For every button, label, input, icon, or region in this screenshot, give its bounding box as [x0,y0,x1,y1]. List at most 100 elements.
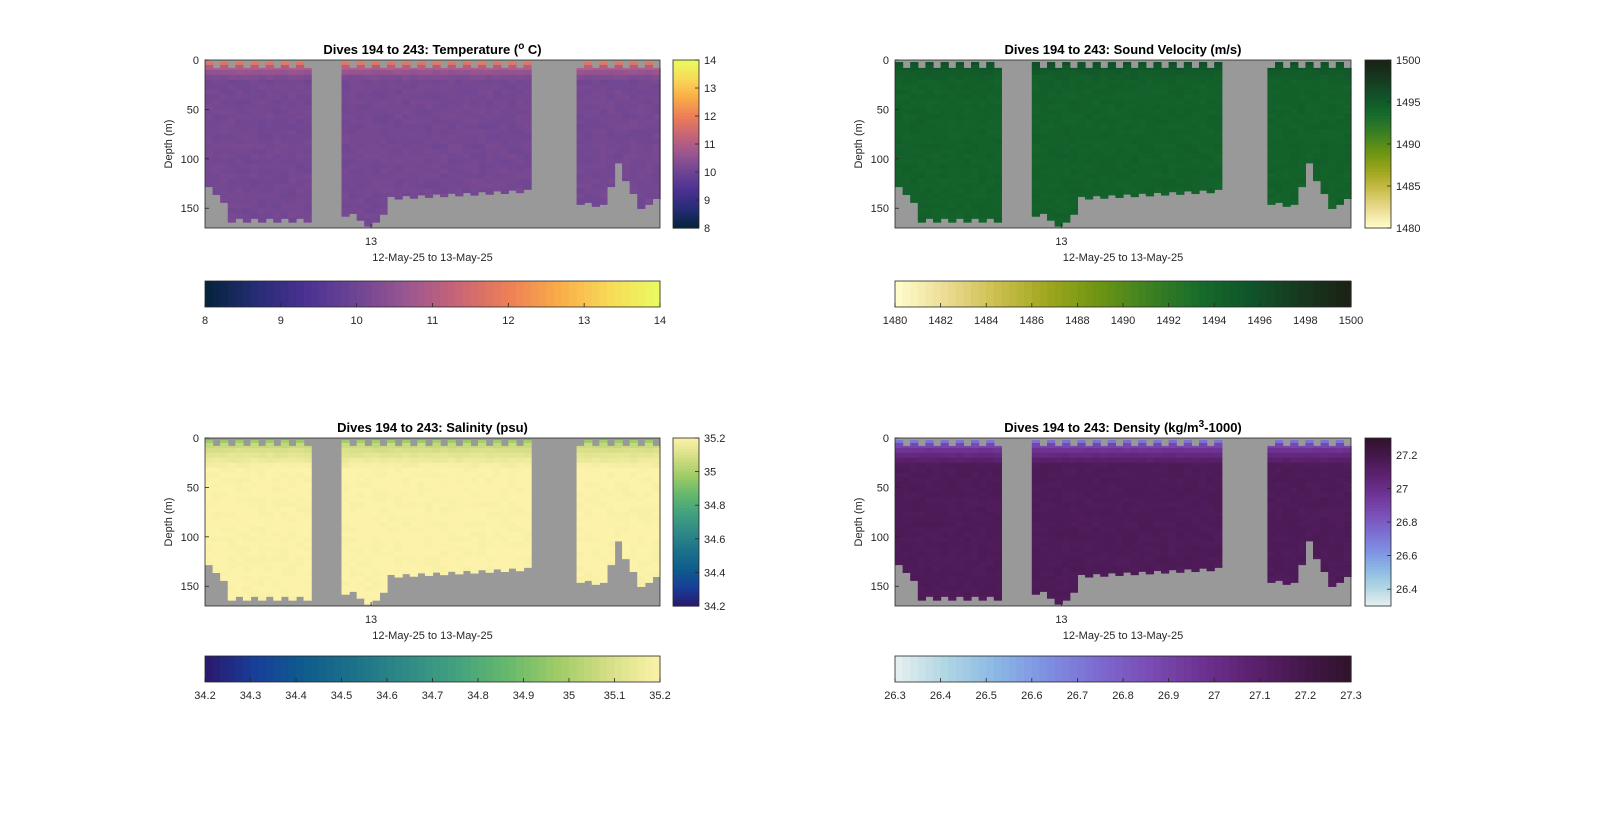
heatmap-cell [205,482,214,489]
colorbar-tick-label: 35 [704,467,716,479]
heatmap-cell [212,517,221,523]
heatmap-cell [235,536,244,543]
heatmap-cell [212,158,221,165]
heatmap-cell [341,193,350,199]
heatmap-cell [462,512,472,518]
heatmap-cell [288,507,297,513]
heatmap-cell [1100,84,1109,91]
heatmap-cell [940,203,949,209]
colorbar-segment [569,656,578,682]
heatmap-cell [910,61,919,66]
colorbar-segment [1335,281,1344,307]
heatmap-cell [1092,61,1101,66]
heatmap-cell [614,139,623,145]
heatmap-cell [971,153,980,160]
heatmap-cell [629,153,638,160]
heatmap-cell [1107,84,1116,91]
heatmap-cell [1206,163,1215,170]
heatmap-cell [371,487,381,493]
heatmap-cell [1069,173,1078,180]
heatmap-cell [424,119,434,125]
heatmap-cell [235,556,244,563]
heatmap-cell [940,64,949,71]
heatmap-cell [493,561,502,568]
heatmap-cell [1054,193,1063,199]
heatmap-cell [1092,74,1101,81]
heatmap-cell [652,445,661,449]
heatmap-cell [364,556,373,563]
heatmap-cell [394,546,403,553]
heatmap-cell [296,208,305,214]
heatmap-cell [478,74,487,81]
heatmap-cell [288,477,297,484]
colorbar-segment [673,457,699,461]
heatmap-cell [478,439,487,444]
heatmap-cell [902,507,911,513]
colorbar-segment [1365,88,1391,92]
heatmap-cell [1077,168,1086,175]
heatmap-cell [614,536,623,542]
heatmap-cell [1343,144,1352,150]
heatmap-cell [470,173,479,180]
heatmap-cell [349,178,358,185]
heatmap-cell [1183,134,1192,140]
heatmap-cell [432,114,441,120]
heatmap-cell [917,517,926,523]
heatmap-cell [205,541,214,548]
heatmap-cell [1047,183,1056,190]
heatmap-cell [1031,168,1040,175]
heatmap-cell [303,178,312,185]
heatmap-cell [478,526,487,533]
heatmap-cell [1275,158,1284,165]
heatmap-cell [265,472,274,479]
colorbar-segment [1062,281,1071,307]
heatmap-cell [508,119,517,125]
colorbar-segment [258,281,267,307]
heatmap-cell [341,561,350,568]
heatmap-cell [1191,67,1200,71]
heatmap-cell [993,69,1002,76]
colorbar-segment [606,281,616,307]
heatmap-cell [303,163,312,170]
heatmap-cell [288,129,297,135]
heatmap-cell [1335,94,1344,101]
colorbar-segment [447,656,456,682]
heatmap-cell [227,477,236,484]
heatmap-cell [925,442,934,449]
heatmap-cell [1328,114,1337,120]
heatmap-cell [591,507,600,513]
heatmap-cell [614,472,623,479]
heatmap-cell [265,551,274,558]
heatmap-cell [440,536,449,543]
heatmap-cell [652,158,661,165]
heatmap-cell [1145,139,1154,145]
heatmap-cell [637,139,646,145]
colorbar-segment [508,656,517,682]
heatmap-cell [273,79,282,86]
heatmap-cell [470,67,479,71]
heatmap-cell [212,556,221,563]
heatmap-cell [591,522,600,528]
heatmap-cell [940,178,949,185]
heatmap-cell [986,79,995,86]
heatmap-cell [1069,99,1078,106]
heatmap-cell [1069,129,1078,135]
heatmap-cell [515,477,525,484]
heatmap-cell [379,69,388,76]
colorbar-segment [1100,281,1109,307]
heatmap-cell [1153,163,1162,170]
heatmap-cell [394,173,403,180]
heatmap-cell [303,153,312,160]
heatmap-cell [591,173,600,180]
heatmap-cell [1077,61,1086,66]
heatmap-cell [402,168,411,175]
colorbar-segment [296,656,305,682]
heatmap-cell [614,507,623,513]
heatmap-cell [1275,183,1284,190]
heatmap-cell [235,198,244,204]
heatmap-cell [303,213,312,219]
colorbar-tick-label: 11 [427,315,438,327]
heatmap-cell [1085,178,1094,185]
heatmap-cell [508,148,517,155]
heatmap-cell [212,492,221,498]
